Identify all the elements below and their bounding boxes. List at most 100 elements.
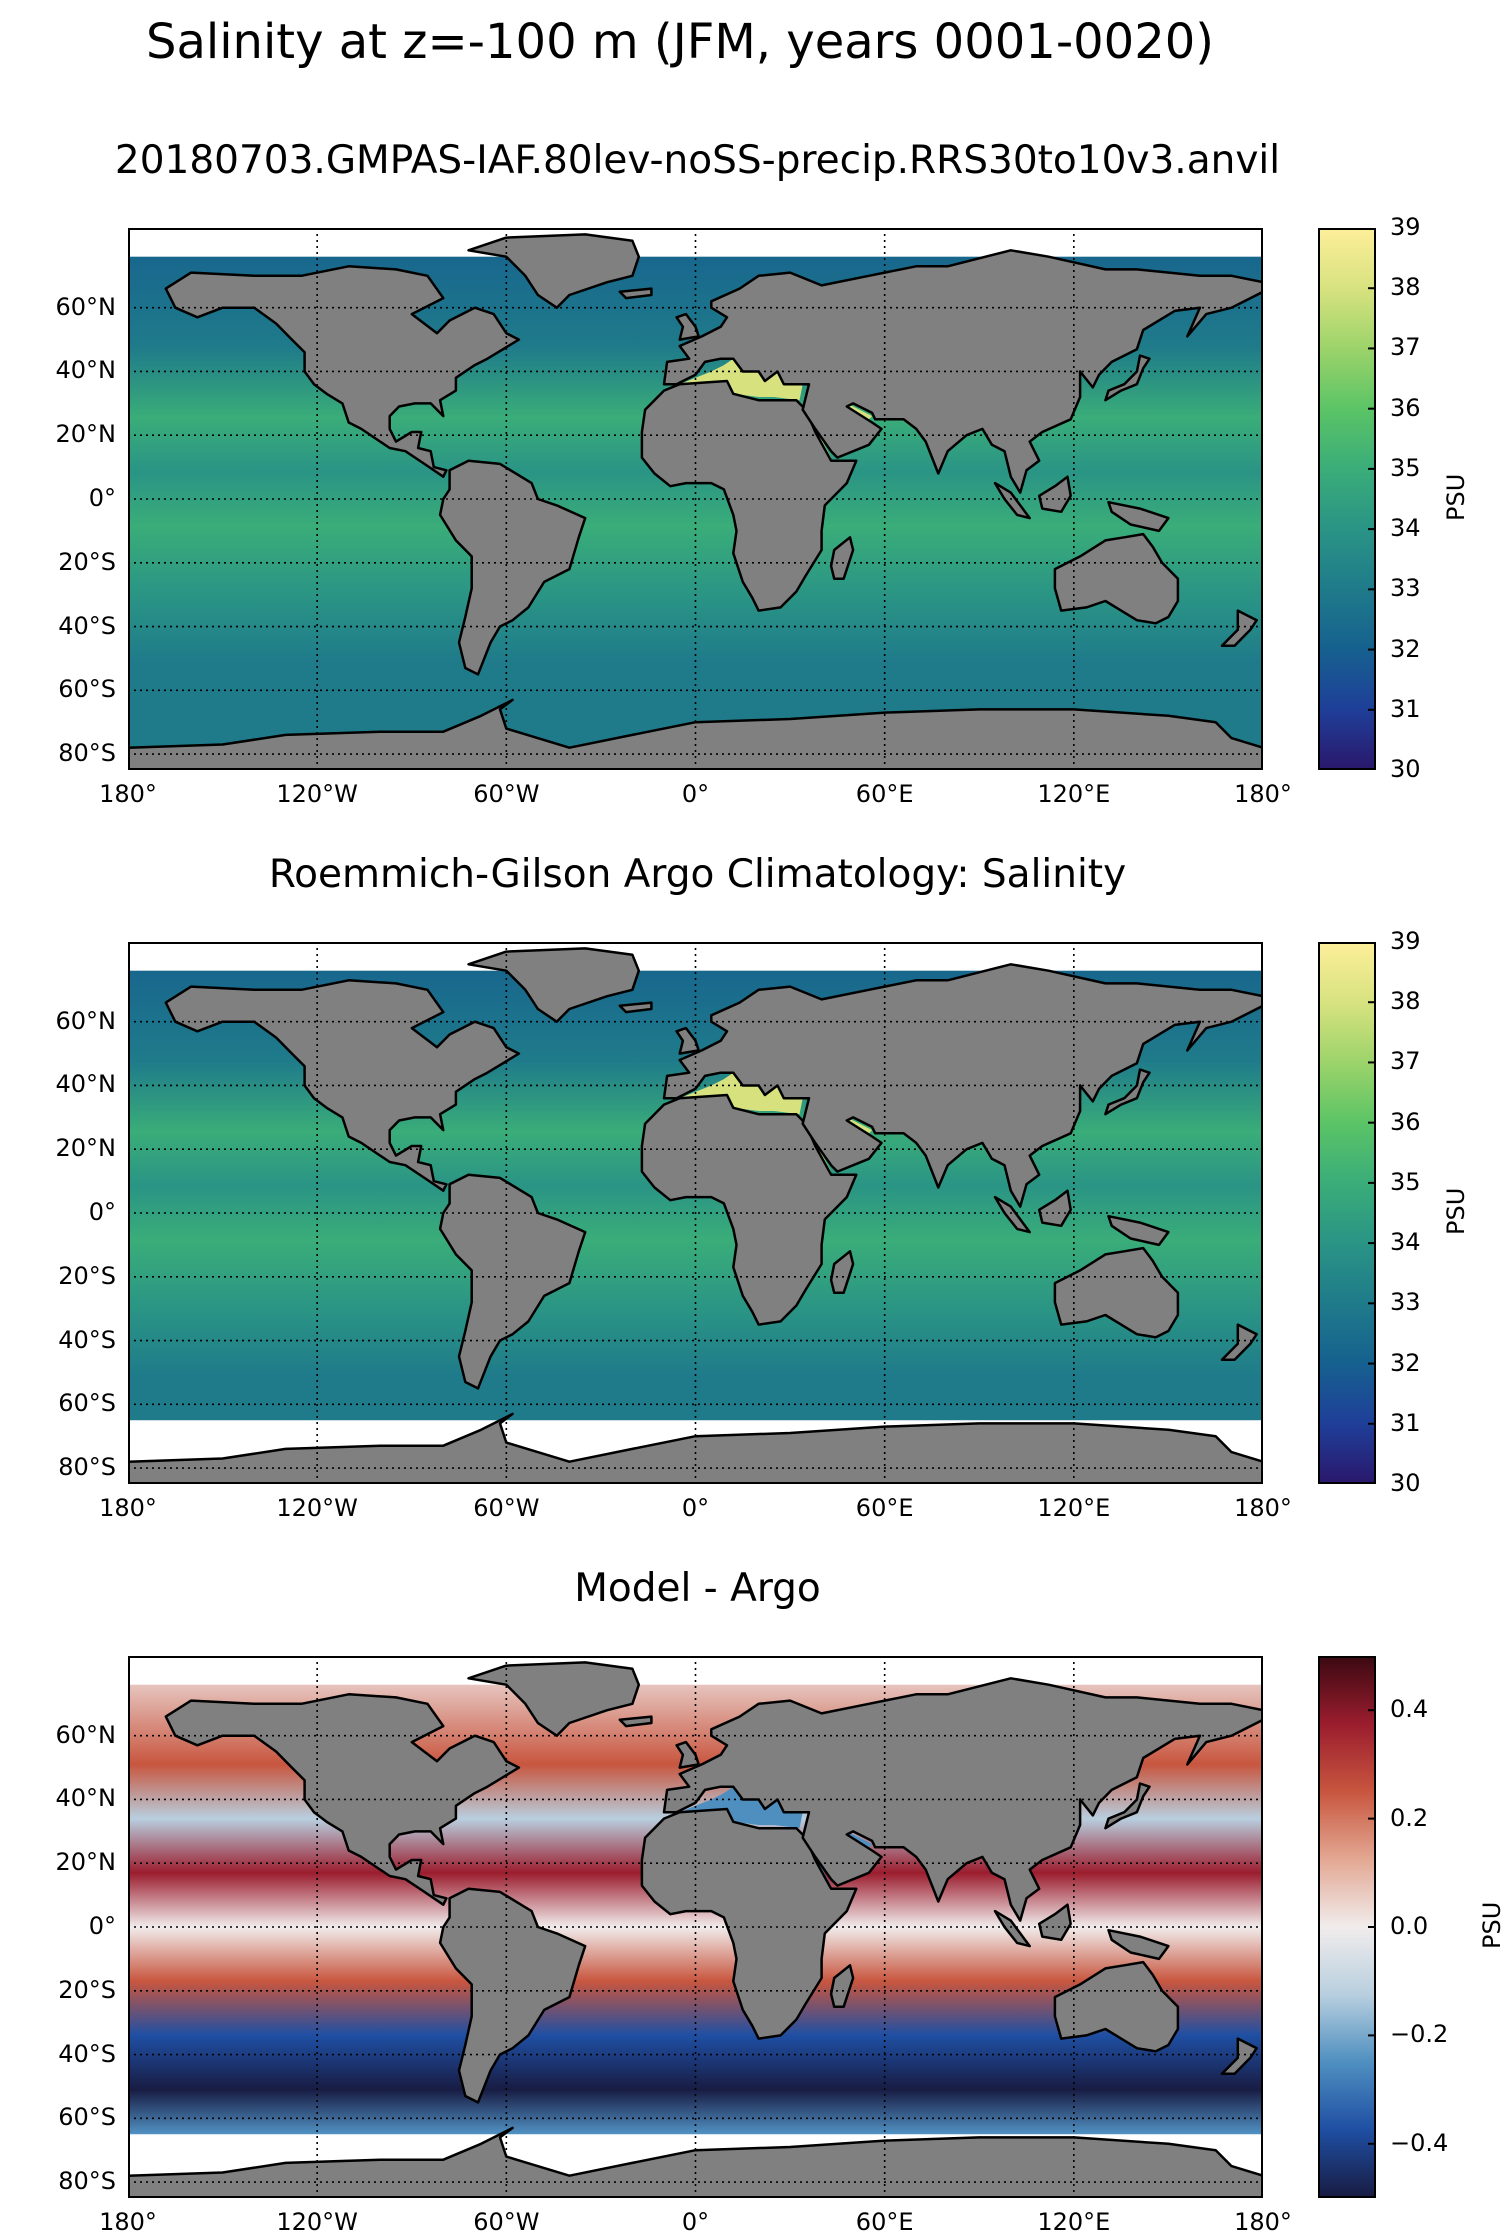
x-tick-label: 120°E [1037,2208,1111,2236]
x-tick-label: 180° [1234,780,1292,808]
greenland-land [467,233,641,309]
x-tick-label: 180° [99,1494,157,1522]
x-tick-label: 120°W [276,1494,358,1522]
y-tick-label: 40°S [58,2039,116,2068]
new-zealand-land [1220,2037,1258,2075]
iceland-land [618,1001,653,1014]
figure-title: Salinity at z=-100 m (JFM, years 0001-00… [145,14,1215,70]
colorbar-argo [1318,942,1376,1484]
x-tick-label: 120°E [1037,780,1111,808]
borneo-land [1037,1903,1072,1942]
madagascar-land [829,1250,855,1294]
panel-title-difference: Model - Argo [574,1566,821,1611]
x-tick-label: 0° [681,1494,710,1522]
north-america-land [164,1693,521,1906]
y-tick-label: 40°N [55,356,117,385]
antarctica-land [128,2126,1263,2198]
panel-title-model: 20180703.GMPAS-IAF.80lev-noSS-precip.RRS… [114,138,1281,183]
madagascar-land [829,536,855,580]
colorbar-tick-label: −0.4 [1390,2128,1449,2157]
colorbar-tick-label: 34 [1390,1228,1421,1257]
japan-land [1104,354,1151,402]
new-zealand-land [1220,609,1258,647]
colorbar-label: PSU [1442,473,1470,521]
colorbar-tick-label: 31 [1390,694,1421,723]
japan-land [1104,1068,1151,1116]
new-guinea-land [1107,1214,1170,1247]
madagascar-land [829,1964,855,2008]
map-frame [128,228,1263,770]
iceland-land [618,1715,653,1728]
colorbar-tick-label: 37 [1390,1047,1421,1076]
mediterranean-sea [679,358,803,401]
colorbar-tick-label: 0.2 [1390,1803,1429,1832]
colorbar-tick-label: 37 [1390,333,1421,362]
colorbar-tick-label: 32 [1390,1348,1421,1377]
colorbar-tick-label: 36 [1390,393,1421,422]
x-tick-label: 180° [99,2208,157,2236]
colorbar-tick-label: 39 [1390,927,1421,955]
australia-land [1053,532,1180,625]
sumatra-land [993,1909,1031,1948]
mediterranean-sea [679,1072,803,1115]
colorbar-tick-label: 38 [1390,273,1421,302]
colorbar-tick-label: 33 [1390,574,1421,603]
colorbar-difference [1318,1656,1376,2198]
x-tick-label: 0° [681,780,710,808]
japan-land [1104,1782,1151,1830]
missing-data-arctic [128,1656,1263,1685]
borneo-land [1037,1189,1072,1228]
y-tick-label: 40°N [55,1784,117,1813]
colorbar-tick-label: 39 [1390,213,1421,241]
south-america-land [438,1887,587,2104]
antarctica-land [128,1412,1263,1484]
y-tick-label: 20°N [55,1848,117,1877]
colorbar-label: PSU [1478,1901,1506,1949]
colorbar-tick-label: 0.0 [1390,1912,1429,1940]
argo-salinity-map [128,942,1263,1484]
colorbar-tick-label: 35 [1390,1167,1421,1196]
colorbar-tick-label: 0.4 [1390,1695,1429,1724]
colorbar-tick-label: 35 [1390,453,1421,482]
y-tick-label: 80°S [58,1453,116,1482]
new-guinea-land [1107,1928,1170,1961]
y-tick-label: 60°S [58,2103,116,2132]
new-guinea-land [1107,500,1170,533]
y-tick-label: 0° [88,1198,116,1226]
map-frame [128,1656,1263,2198]
south-america-land [438,1173,587,1390]
x-tick-label: 180° [1234,1494,1292,1522]
north-america-land [164,979,521,1192]
colorbar-gradient [1318,228,1376,770]
y-tick-label: 40°S [58,1325,116,1354]
y-tick-label: 60°N [55,1006,117,1035]
colorbar-tick-label: 38 [1390,987,1421,1016]
colorbar-tick-label: 30 [1390,1469,1421,1497]
y-tick-label: 20°S [58,1975,116,2004]
borneo-land [1037,475,1072,514]
uk-land [675,312,700,341]
y-tick-label: 20°N [55,1134,117,1163]
north-america-land [164,265,521,478]
colorbar-gradient [1318,942,1376,1484]
colorbar-tick-label: 34 [1390,514,1421,543]
y-tick-label: 0° [88,1912,116,1940]
y-tick-label: 80°S [58,739,116,768]
antarctica-land [128,698,1263,770]
x-tick-label: 0° [681,2208,710,2236]
colorbar-model [1318,228,1376,770]
colorbar-gradient [1318,1656,1376,2198]
colorbar-tick-label: 30 [1390,755,1421,783]
greenland-land [467,1661,641,1737]
colorbar-tick-label: 31 [1390,1408,1421,1437]
colorbar-tick-label: −0.2 [1390,2020,1449,2049]
x-tick-label: 60°W [473,2208,540,2236]
y-tick-label: 40°S [58,611,116,640]
iceland-land [618,287,653,300]
y-tick-label: 60°N [55,292,117,321]
x-tick-label: 180° [99,780,157,808]
missing-data-arctic [128,942,1263,971]
x-tick-label: 60°W [473,780,540,808]
australia-land [1053,1246,1180,1339]
colorbar-label: PSU [1442,1187,1470,1235]
